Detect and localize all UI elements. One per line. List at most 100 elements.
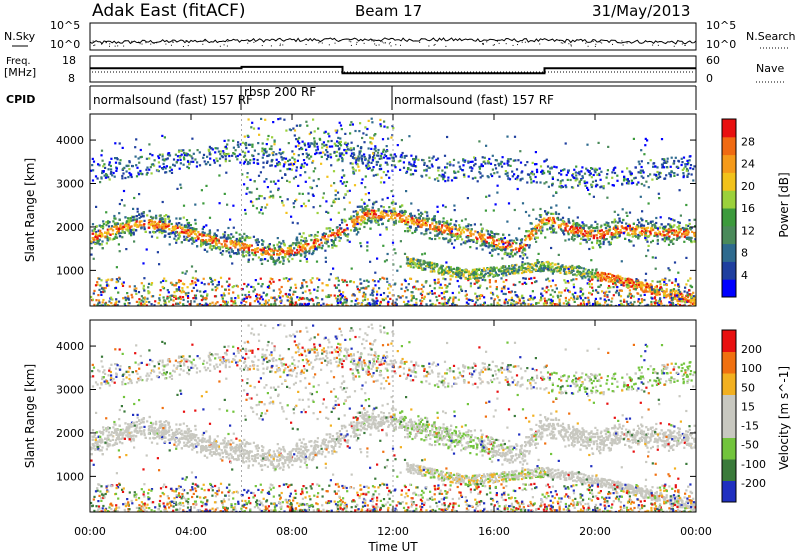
power-cell xyxy=(640,233,643,236)
power-cell xyxy=(676,226,679,229)
power-cell xyxy=(165,225,168,228)
power-cell xyxy=(540,232,543,235)
power-cell xyxy=(100,243,103,246)
power-cell xyxy=(224,145,227,148)
power-cell xyxy=(139,156,142,159)
power-cell xyxy=(674,295,677,298)
search-noise-dot xyxy=(321,42,323,44)
power-cell xyxy=(462,159,465,162)
power-cell xyxy=(400,156,403,159)
power-cell xyxy=(650,229,653,232)
power-cell xyxy=(279,153,282,156)
power-cell xyxy=(284,157,288,160)
power-cell xyxy=(229,240,232,243)
power-cell xyxy=(546,165,550,168)
power-cell xyxy=(546,228,549,231)
power-cell xyxy=(394,155,398,158)
power-cell xyxy=(337,230,340,233)
power-cell xyxy=(464,240,467,243)
power-cell xyxy=(110,225,114,228)
power-cell xyxy=(101,235,104,238)
power-cell xyxy=(178,225,181,228)
power-cell xyxy=(512,266,515,269)
power-cell xyxy=(556,269,559,272)
power-cell xyxy=(628,227,631,230)
power-cell xyxy=(337,158,340,161)
power-cell xyxy=(576,222,579,225)
power-cell xyxy=(688,222,691,225)
search-noise-dot xyxy=(131,40,133,42)
power-cell xyxy=(642,283,645,286)
power-cell xyxy=(303,255,306,258)
power-cell xyxy=(295,166,298,169)
power-cell xyxy=(552,225,555,228)
power-cell xyxy=(491,236,494,239)
power-cell xyxy=(116,158,119,161)
power-cell xyxy=(671,218,674,221)
power-cell xyxy=(372,214,375,217)
power-cell xyxy=(559,225,562,228)
power-cell xyxy=(617,275,621,278)
power-cell xyxy=(633,229,636,232)
power-cell xyxy=(342,153,345,156)
power-cell xyxy=(178,167,181,170)
power-cell xyxy=(385,155,388,158)
power-cell xyxy=(488,245,491,248)
power-cell xyxy=(602,234,606,237)
power-cell xyxy=(370,209,373,212)
power-cell xyxy=(408,229,411,232)
power-cell xyxy=(307,143,310,146)
power-cell xyxy=(526,173,530,176)
power-cell xyxy=(316,148,319,151)
power-cell xyxy=(637,181,640,184)
power-cell xyxy=(502,248,505,251)
power-cell xyxy=(270,255,273,259)
power-cell xyxy=(266,259,269,262)
power-cell xyxy=(680,235,683,238)
power-cell xyxy=(470,232,473,235)
power-cell xyxy=(381,213,384,216)
power-cell xyxy=(512,267,515,270)
power-cell xyxy=(113,217,116,220)
power-cell xyxy=(311,252,314,256)
power-cell xyxy=(442,220,445,223)
power-cell xyxy=(227,152,230,155)
power-cell xyxy=(107,176,110,179)
power-cell xyxy=(201,231,204,234)
power-cell xyxy=(508,255,511,258)
power-cell xyxy=(214,234,217,237)
power-cell xyxy=(442,271,445,274)
power-cell xyxy=(242,255,245,258)
power-cell xyxy=(672,225,675,228)
power-cell xyxy=(431,165,434,168)
power-cell xyxy=(599,178,602,181)
power-cell xyxy=(561,185,565,188)
power-cell xyxy=(140,220,143,223)
power-cell xyxy=(661,166,664,169)
power-cell xyxy=(479,176,482,179)
power-cell xyxy=(186,165,189,168)
power-cell xyxy=(267,154,270,157)
power-cell xyxy=(345,143,348,146)
power-cell xyxy=(346,145,349,148)
power-cell xyxy=(123,231,126,234)
power-cell xyxy=(288,168,292,171)
power-cell xyxy=(683,235,686,238)
power-cell xyxy=(611,274,614,277)
power-cell xyxy=(511,175,514,178)
power-cell xyxy=(163,159,166,162)
power-cell xyxy=(589,271,592,274)
power-cell xyxy=(439,220,442,224)
power-cell xyxy=(219,236,222,239)
power-cell xyxy=(511,170,514,173)
power-cell xyxy=(254,251,257,254)
cpid-segment-3: normalsound (fast) 157 RF xyxy=(394,93,554,107)
power-cell xyxy=(524,235,527,238)
power-cell xyxy=(314,240,317,243)
power-cell xyxy=(656,170,659,174)
power-cell xyxy=(629,280,632,283)
power-cell xyxy=(579,225,582,228)
power-cell xyxy=(571,225,574,228)
power-cell xyxy=(196,161,199,164)
power-cell xyxy=(630,182,633,185)
